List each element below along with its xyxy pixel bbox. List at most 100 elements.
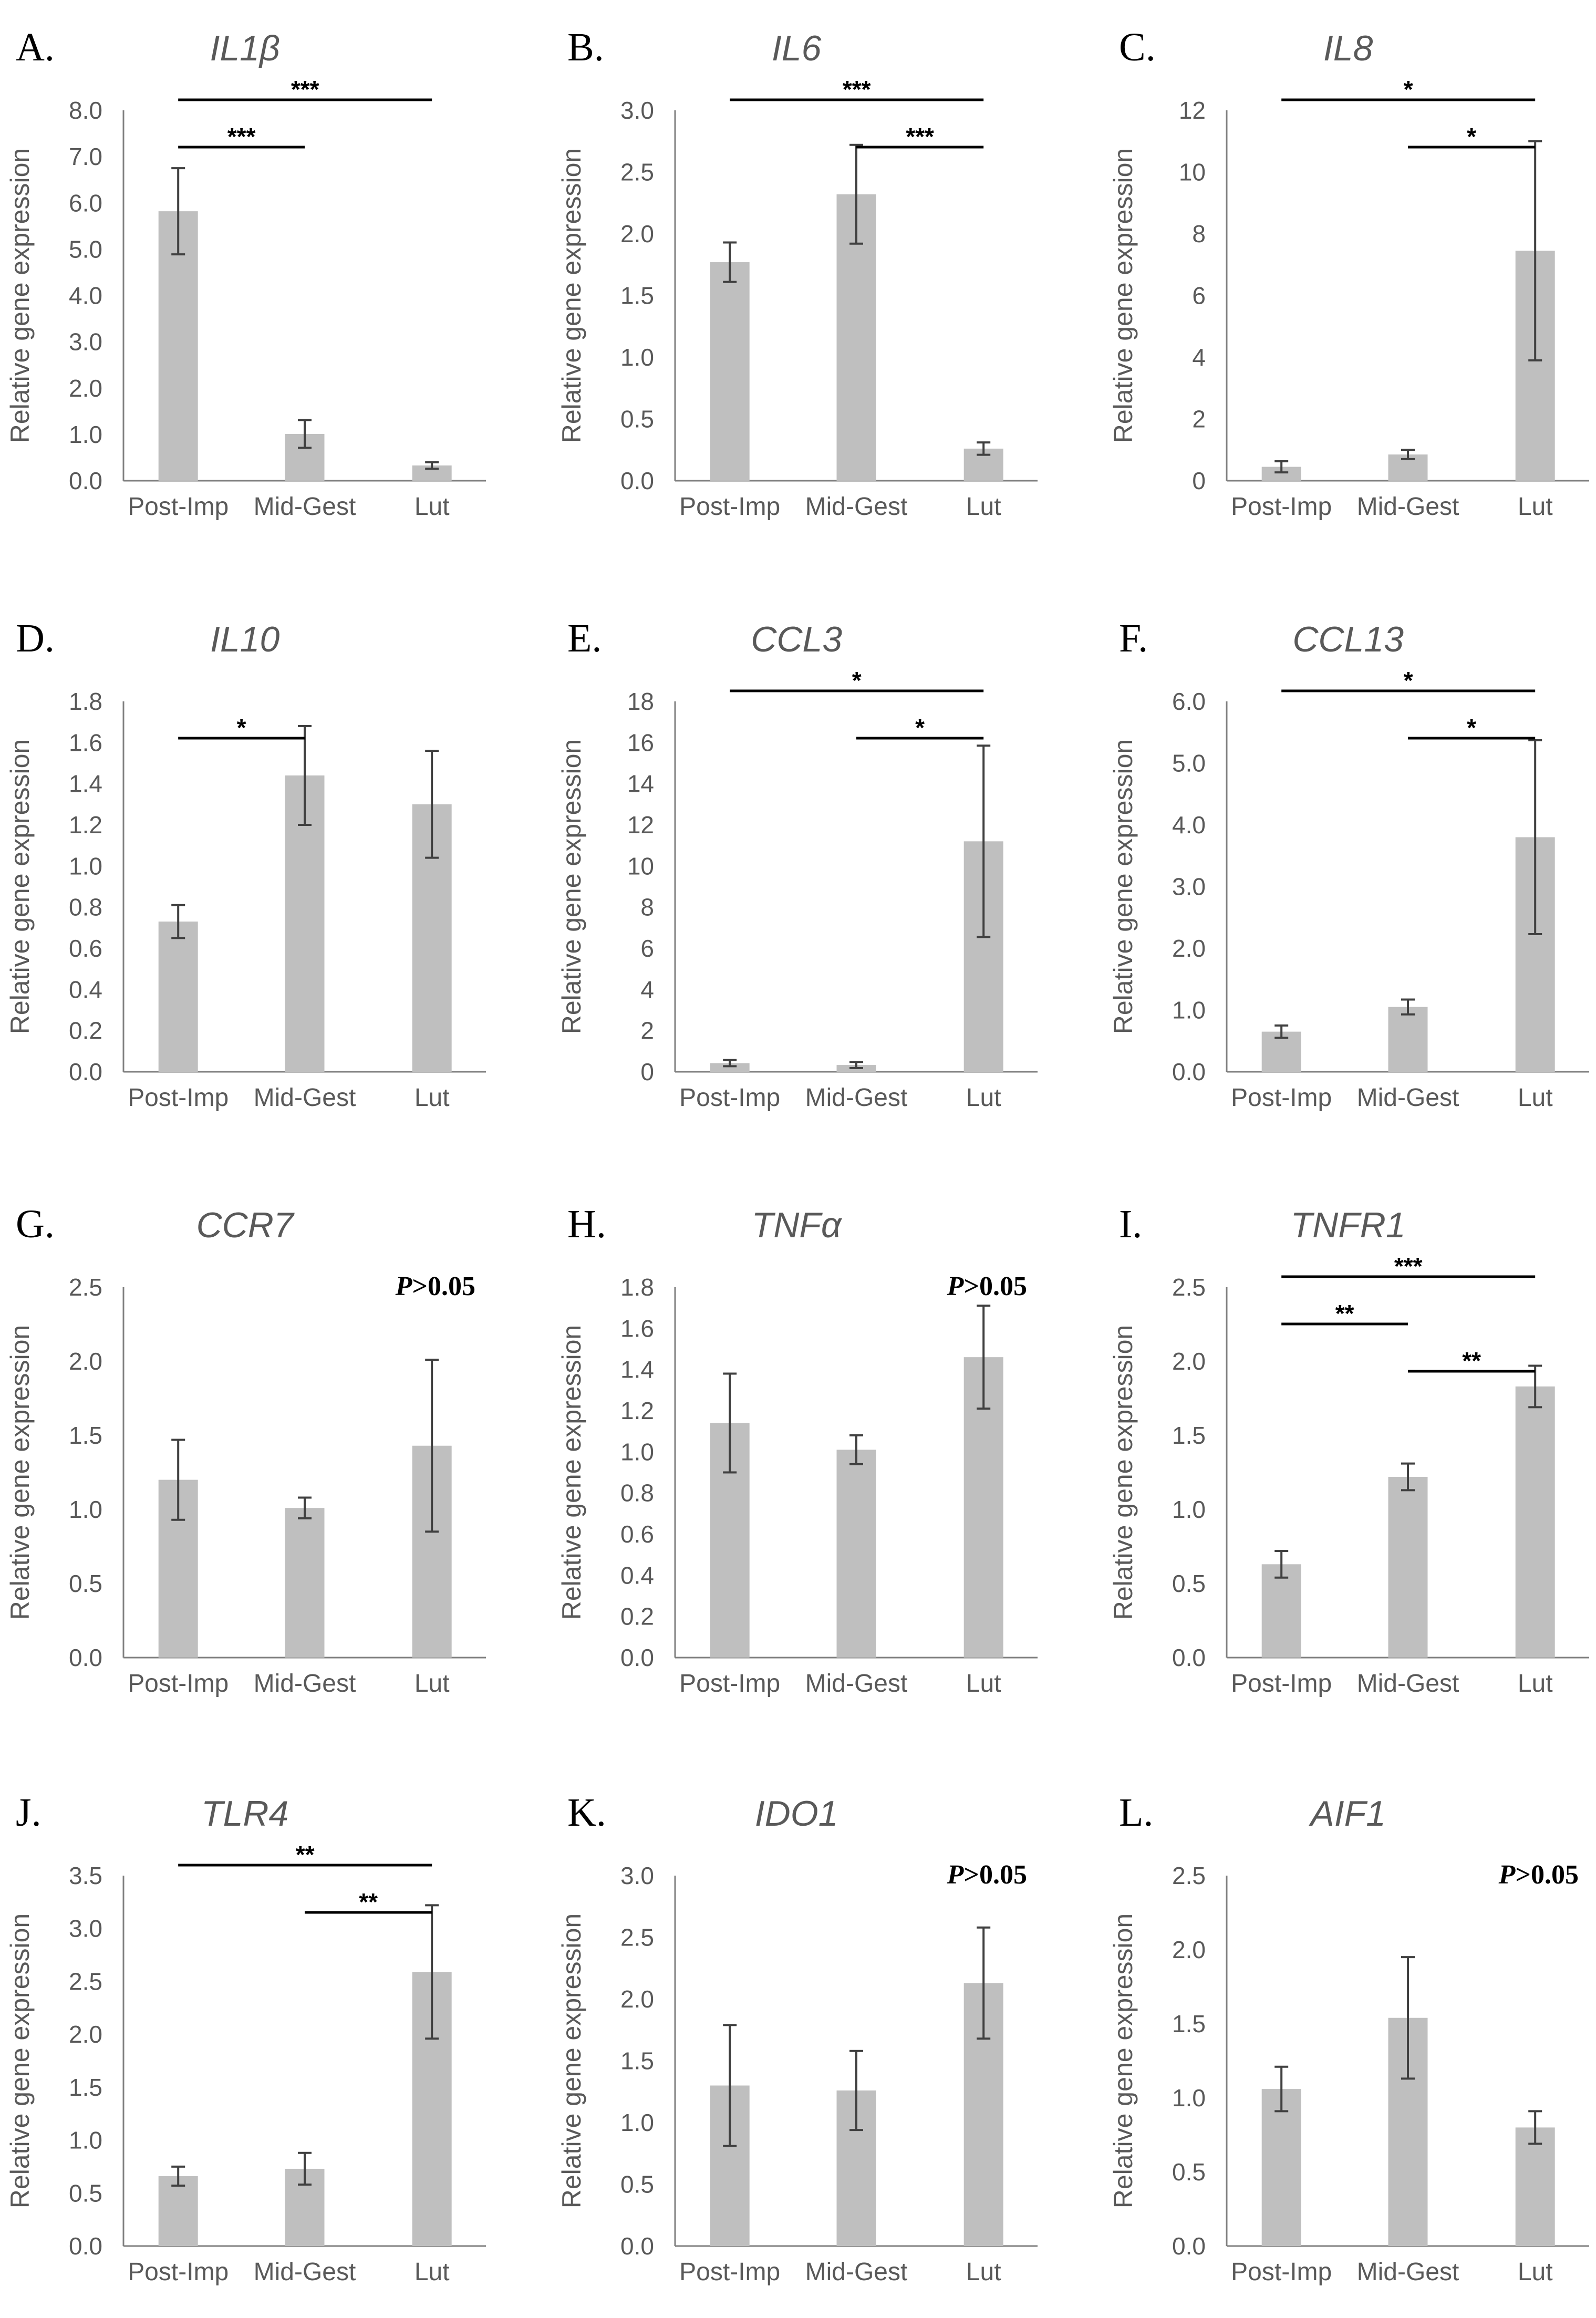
y-tick-label: 3.0 [620,97,654,124]
y-axis-label: Relative gene expression [1108,148,1138,443]
y-tick-label: 0.8 [620,1479,654,1507]
x-tick-label: Mid-Gest [805,493,908,521]
p-value-note: P>0.05 [1498,1860,1579,1890]
y-tick-label: 2.5 [620,159,654,186]
y-tick-label: 18 [627,688,654,715]
panel-title: CCL13 [1292,619,1404,659]
significance-stars: *** [227,123,256,150]
y-axis-label: Relative gene expression [557,1325,586,1620]
bar-lut [1515,2127,1555,2246]
x-tick-label: Post-Imp [128,2258,229,2286]
y-tick-label: 0.0 [620,467,654,494]
panel-aif1: L. AIF1 Relative gene expression 0.0 0.5 1.0 1… [1108,1791,1589,2286]
x-tick-label: Lut [1518,2258,1553,2286]
p-value-symbol: P [395,1271,413,1301]
y-tick-label: 1.8 [620,1274,654,1301]
y-tick-label: 0.5 [69,2179,102,2207]
significance-stars: *** [1394,1253,1423,1280]
y-tick-label: 2.0 [1172,1936,1206,1963]
bar-post-imp [1261,1564,1301,1658]
y-tick-label: 0.6 [69,935,102,962]
bar-mid-gest [285,1508,325,1658]
panel-letter: F. [1119,616,1148,660]
significance-stars: *** [291,76,319,103]
y-tick-label: 4.0 [69,282,102,309]
panel-letter: E. [567,616,602,660]
y-tick-label: 1.0 [69,421,102,448]
significance-stars: * [1467,123,1476,150]
y-tick-label: 0.0 [620,2232,654,2260]
x-tick-label: Mid-Gest [1357,1670,1459,1698]
y-tick-label: 0.8 [69,894,102,921]
y-tick-label: 0.2 [69,1017,102,1044]
panel-ccr7: G. CCR7 Relative gene expression 0.0 0.5 1.0 1… [5,1202,486,1698]
y-tick-label: 0.0 [69,1644,102,1671]
y-tick-label: 1.0 [620,344,654,371]
panel-letter: C. [1119,25,1156,69]
y-tick-label: 6.0 [69,189,102,216]
bar-mid-gest [1388,1007,1428,1072]
x-tick-label: Post-Imp [1231,493,1332,521]
y-tick-label: 2.0 [620,1985,654,2013]
x-tick-label: Mid-Gest [254,493,356,521]
panel-tnf: H. TNFα Relative gene expression 0.0 0.2 0.4 0… [557,1202,1038,1698]
significance-stars: *** [906,123,934,150]
panel-letter: A. [16,25,55,69]
x-tick-label: Mid-Gest [254,1670,356,1698]
y-tick-label: 6 [1192,282,1206,309]
y-axis-label: Relative gene expression [5,148,35,443]
x-tick-label: Post-Imp [679,1084,780,1112]
panel-title: IDO1 [755,1794,838,1834]
panel-title: IL6 [772,28,822,68]
y-tick-label: 3.0 [1172,873,1206,901]
y-axis-label: Relative gene expression [5,739,35,1034]
y-tick-label: 2.5 [69,1968,102,1995]
y-tick-label: 0.4 [69,976,102,1003]
x-tick-label: Mid-Gest [254,1084,356,1112]
significance-stars: * [1467,714,1476,741]
p-value-threshold: >0.05 [963,1860,1027,1890]
bar-lut [1515,1386,1555,1658]
x-tick-label: Post-Imp [679,493,780,521]
bar-post-imp [1261,2089,1301,2246]
panel-letter: I. [1119,1202,1142,1246]
x-tick-label: Lut [1518,1084,1553,1112]
p-value-symbol: P [947,1860,965,1890]
y-tick-label: 2.5 [620,1924,654,1951]
bar-post-imp [158,922,198,1072]
y-axis-label: Relative gene expression [557,1913,586,2208]
x-tick-label: Mid-Gest [805,1084,908,1112]
x-tick-label: Lut [414,2258,450,2286]
significance-stars: ** [1335,1300,1354,1327]
x-tick-label: Post-Imp [128,1084,229,1112]
y-tick-label: 1.2 [69,811,102,839]
p-value-threshold: >0.05 [412,1271,475,1301]
x-tick-label: Post-Imp [1231,1084,1332,1112]
x-tick-label: Post-Imp [1231,2258,1332,2286]
significance-stars: * [1404,76,1413,103]
p-value-symbol: P [1498,1860,1516,1890]
y-tick-label: 8 [1192,220,1206,247]
panel-title: IL10 [210,619,280,659]
x-tick-label: Mid-Gest [805,2258,908,2286]
panel-title: AIF1 [1308,1794,1386,1834]
y-tick-label: 1.0 [69,2127,102,2154]
y-tick-label: 0.5 [1172,1570,1206,1597]
x-tick-label: Mid-Gest [1357,1084,1459,1112]
y-tick-label: 2.0 [1172,1348,1206,1375]
y-tick-label: 16 [627,729,654,756]
y-tick-label: 4 [1192,344,1206,371]
y-tick-label: 6.0 [1172,688,1206,715]
significance-stars: * [237,714,246,741]
bar-post-imp [158,2176,198,2246]
panel-title: TNFR1 [1291,1205,1406,1245]
x-tick-label: Post-Imp [128,493,229,521]
panel-tnfr1: I. TNFR1 Relative gene expression 0.0 0.5 1.0… [1108,1202,1589,1698]
y-tick-label: 0.0 [1172,1058,1206,1085]
panel-il6: B. IL6 Relative gene expression 0.0 0.5 1.0 1.… [557,25,1038,521]
panel-tlr4: J. TLR4 Relative gene expression 0.0 0.5 1.0 1… [5,1791,486,2286]
x-tick-label: Lut [414,493,450,521]
significance-stars: * [852,667,862,694]
y-tick-label: 14 [627,770,654,798]
y-tick-label: 1.5 [620,282,654,309]
